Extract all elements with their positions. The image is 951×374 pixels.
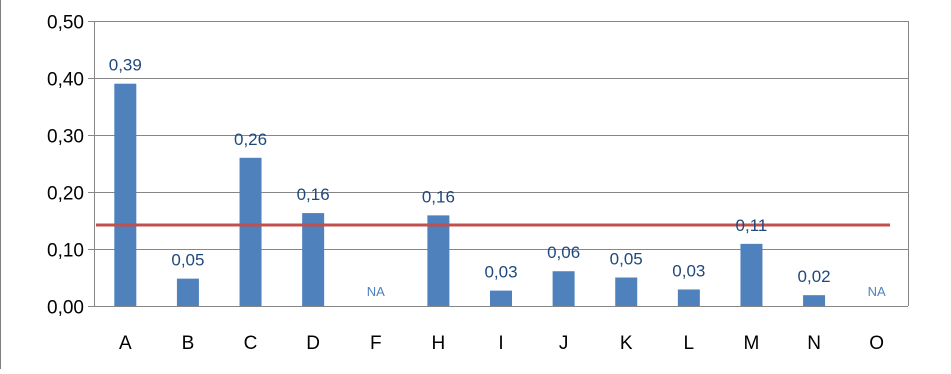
bar-N <box>803 295 826 306</box>
x-tick-label: A <box>119 333 132 354</box>
x-tick-label: C <box>244 333 258 354</box>
bar-D <box>302 213 325 306</box>
bar-C <box>239 157 262 306</box>
bar-H <box>427 215 450 306</box>
bars <box>114 83 826 306</box>
data-label: 0,05 <box>171 251 204 270</box>
data-label: 0,06 <box>547 243 580 262</box>
bar-M <box>740 243 763 306</box>
y-tick-label: 0,10 <box>47 241 84 262</box>
grid-lines <box>94 21 908 307</box>
x-tick-label: O <box>869 333 884 354</box>
axes <box>88 21 909 307</box>
data-label: 0,05 <box>610 250 643 269</box>
x-tick-label: M <box>744 333 760 354</box>
y-tick-label: 0,40 <box>47 70 84 91</box>
data-label: 0,11 <box>736 216 768 235</box>
y-tick-label: 0,30 <box>47 127 84 148</box>
x-tick-label: F <box>370 333 382 354</box>
data-label: 0,39 <box>109 56 142 75</box>
data-label: 0,02 <box>798 267 831 286</box>
data-label-na: NA <box>868 284 886 299</box>
x-tick-label: N <box>807 333 821 354</box>
bar-A <box>114 83 137 306</box>
bar-J <box>552 271 575 306</box>
data-label: 0,03 <box>484 263 517 282</box>
x-tick-label: L <box>684 333 695 354</box>
y-tick-label: 0,20 <box>47 184 84 205</box>
x-tick-label: K <box>620 333 633 354</box>
data-label: 0,16 <box>297 185 330 204</box>
bar-L <box>677 289 700 306</box>
x-tick-label: I <box>498 333 503 354</box>
y-axis-labels: 0,00 0,10 0,20 0,30 0,40 0,50 <box>47 13 84 319</box>
bar-I <box>490 290 512 306</box>
x-tick-label: H <box>432 333 446 354</box>
x-tick-label: B <box>182 333 195 354</box>
data-label: 0,03 <box>672 261 705 280</box>
bar-B <box>176 278 199 306</box>
data-label: 0,16 <box>422 187 455 206</box>
x-tick-label: J <box>559 333 569 354</box>
y-tick-label: 0,50 <box>47 13 84 34</box>
bar-K <box>615 277 638 306</box>
y-tick-label: 0,00 <box>47 298 84 319</box>
x-tick-label: D <box>306 333 320 354</box>
data-label: 0,26 <box>234 130 267 149</box>
data-labels: 0,39 0,05 0,26 0,16 NA 0,16 0,03 0,06 0,05 0,03 0,… <box>109 56 886 299</box>
data-label-na: NA <box>367 284 385 299</box>
